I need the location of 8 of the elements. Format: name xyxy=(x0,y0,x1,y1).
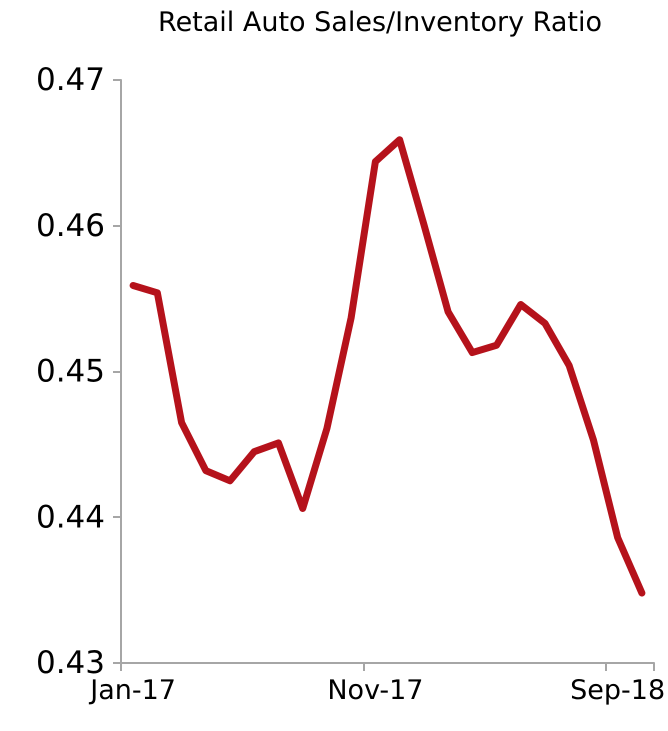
y-tick-label: 0.47 xyxy=(36,62,105,98)
x-tick-label: Sep-18 xyxy=(570,675,666,706)
y-tick-label: 0.46 xyxy=(36,208,105,244)
x-tick-label: Jan-17 xyxy=(88,675,176,706)
y-tick-label: 0.45 xyxy=(36,354,105,390)
y-tick-label: 0.44 xyxy=(36,499,105,536)
x-tick-label: Nov-17 xyxy=(327,675,424,706)
chart-title: Retail Auto Sales/Inventory Ratio xyxy=(158,7,602,38)
